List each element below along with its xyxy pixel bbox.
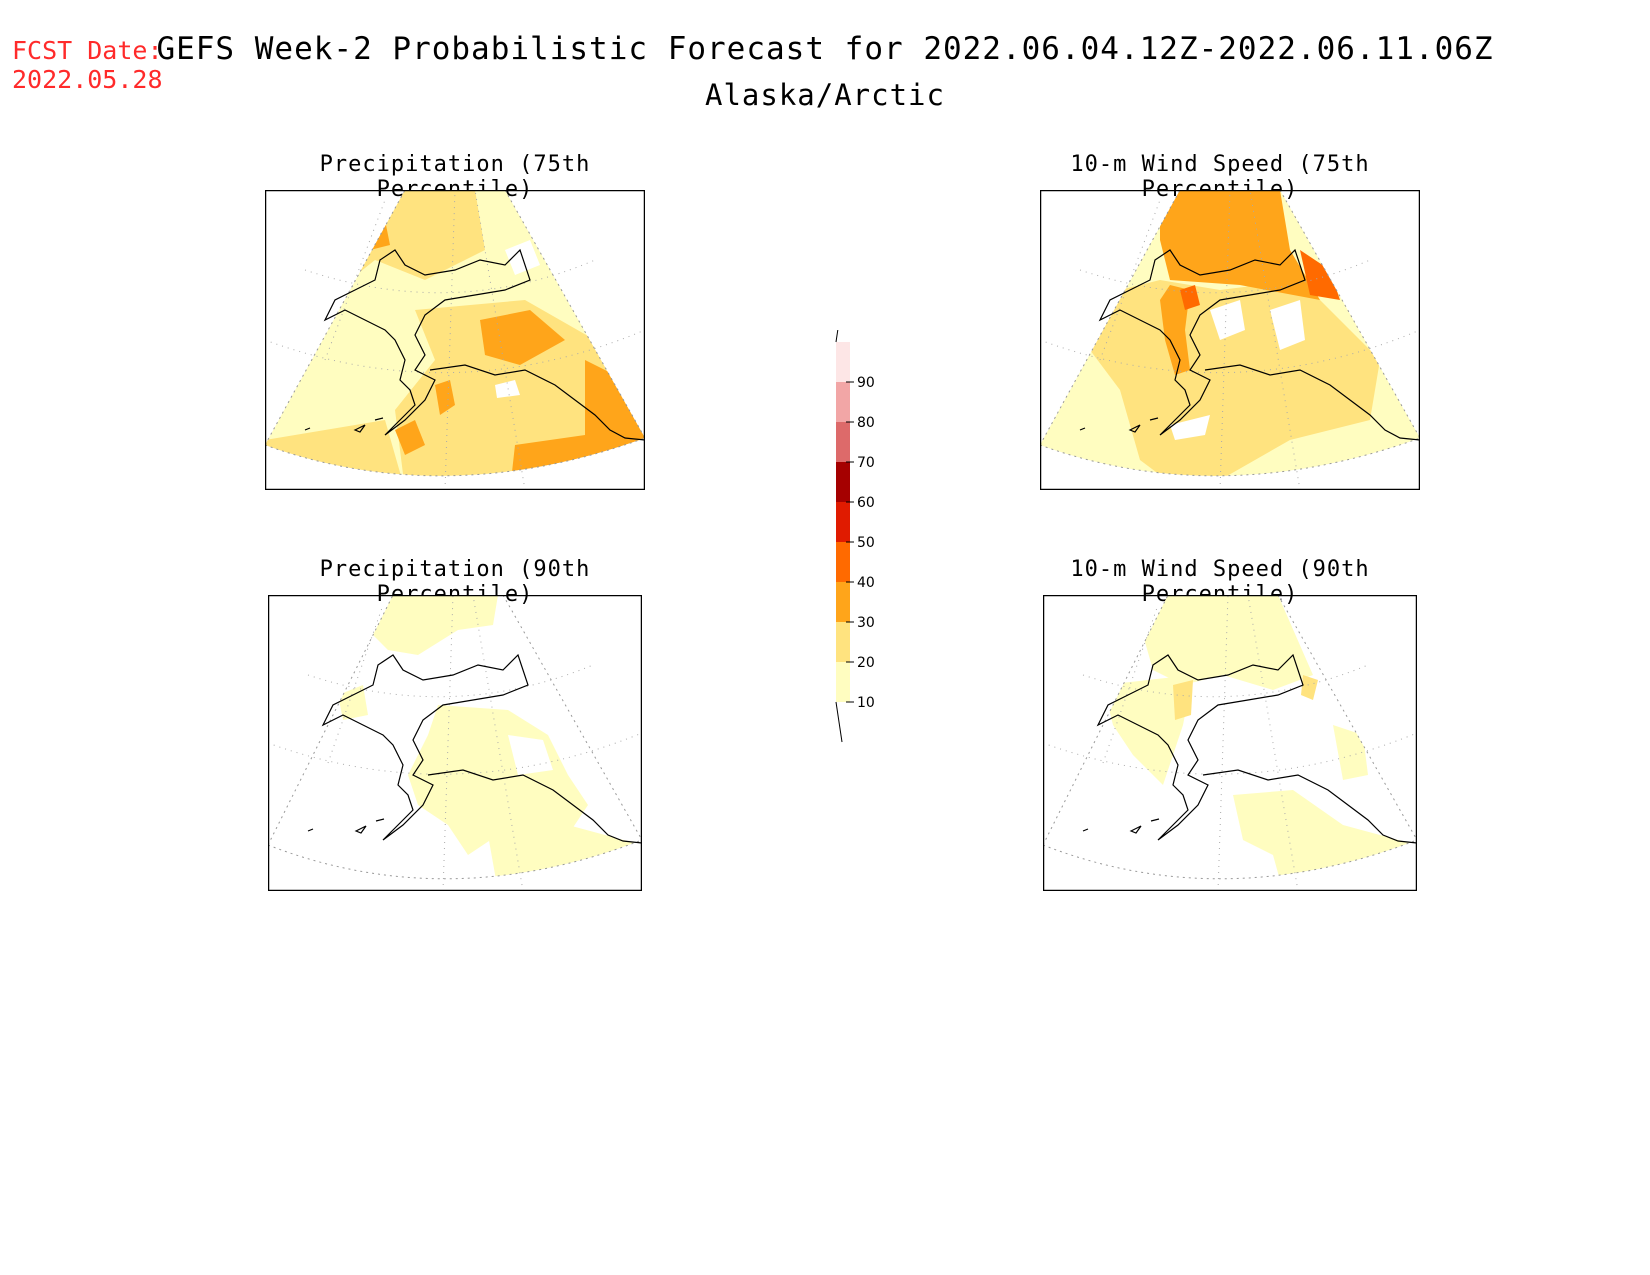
colorbar-tick-label: 40: [857, 575, 875, 591]
colorbar-tick-label: 70: [857, 455, 875, 471]
no-shade: [1270, 300, 1305, 350]
graticule: [1043, 595, 1417, 880]
map-wind-90: [1043, 595, 1417, 891]
coastline-alaska: [321, 653, 529, 841]
map-frame: [1040, 190, 1420, 490]
coastline-alaska: [1096, 653, 1304, 841]
fcst-label: FCST Date:: [12, 36, 163, 65]
map-wind-75: [1040, 190, 1420, 490]
shade-30-40: [1160, 190, 1320, 300]
colorbar-segment: [836, 382, 850, 422]
fcst-date: 2022.05.28: [12, 65, 163, 94]
coastline-gulf: [1204, 364, 1420, 441]
aleutian-islands: [307, 818, 385, 834]
coastline-gulf: [427, 769, 642, 844]
aleutian-islands: [1082, 818, 1160, 834]
colorbar-tick-label: 10: [857, 695, 875, 711]
graticule: [268, 595, 642, 891]
shade-30-40: [435, 380, 455, 415]
shade-40-50: [1180, 285, 1200, 310]
colorbar-tick-label: 20: [857, 655, 875, 671]
colorbar-segment: [836, 422, 850, 462]
no-shade: [1170, 415, 1210, 440]
colorbar-segment: [836, 662, 850, 702]
colorbar-segment: [836, 342, 850, 382]
map-frame: [1043, 595, 1417, 891]
map-precip-90: [268, 595, 642, 891]
region-subtitle: Alaska/Arctic: [705, 78, 945, 112]
graticule: [1043, 595, 1417, 891]
colorbar-segment: [836, 462, 850, 502]
colorbar-tick-label: 90: [857, 375, 875, 391]
shade-30-40: [480, 310, 565, 365]
map-frame: [268, 595, 642, 891]
colorbar-segment: [836, 502, 850, 542]
graticule: [1040, 190, 1420, 477]
shade-20-30: [1173, 680, 1193, 720]
main-title: GEFS Week-2 Probabilistic Forecast for 2…: [156, 31, 1494, 67]
panel-title-wind-90: 10-m Wind Speed (90th Percentile): [1070, 557, 1370, 607]
shade-40-50: [1300, 250, 1340, 300]
shade-10-20: [373, 595, 498, 655]
colorbar-tick-label: 80: [857, 415, 875, 431]
no-shade: [508, 735, 553, 775]
graticule: [1040, 190, 1420, 490]
shade-10-20: [1143, 595, 1313, 690]
colorbar-segment: [836, 582, 850, 622]
colorbar-tick-label: 60: [857, 495, 875, 511]
colorbar-segment: [836, 542, 850, 582]
shade-10-20: [1333, 725, 1368, 780]
graticule: [265, 190, 645, 490]
map-precip-75: [265, 190, 645, 490]
colorbar-bottom-cap: [835, 701, 843, 743]
coastline-alaska: [1098, 248, 1306, 436]
no-shade: [495, 380, 520, 398]
shade-20-30: [1301, 675, 1318, 700]
graticule: [265, 190, 645, 477]
map-frame: [265, 190, 645, 490]
coastline-alaska: [323, 248, 531, 436]
no-shade: [1210, 300, 1245, 340]
colorbar-tick-label: 50: [857, 535, 875, 551]
panel-title-wind-75: 10-m Wind Speed (75th Percentile): [1070, 152, 1370, 202]
coastline-gulf: [429, 364, 645, 441]
aleutian-islands: [1079, 417, 1159, 433]
shade-30-40: [395, 420, 425, 455]
aleutian-islands: [304, 417, 384, 433]
colorbar-segment: [836, 622, 850, 662]
colorbar-legend: 10 20 30 40 50 60 70 80 90: [820, 301, 900, 754]
colorbar: 10 20 30 40 50 60 70 80 90: [835, 301, 875, 743]
fcst-date-label: FCST Date: 2022.05.28: [12, 36, 163, 94]
colorbar-top-cap: [835, 301, 843, 343]
shade-30-40: [1160, 285, 1190, 375]
shade-20-30: [265, 190, 485, 370]
coastline-gulf: [1202, 769, 1417, 844]
graticule: [268, 595, 642, 880]
shade-20-30: [1080, 280, 1380, 476]
colorbar-tick-label: 30: [857, 615, 875, 631]
